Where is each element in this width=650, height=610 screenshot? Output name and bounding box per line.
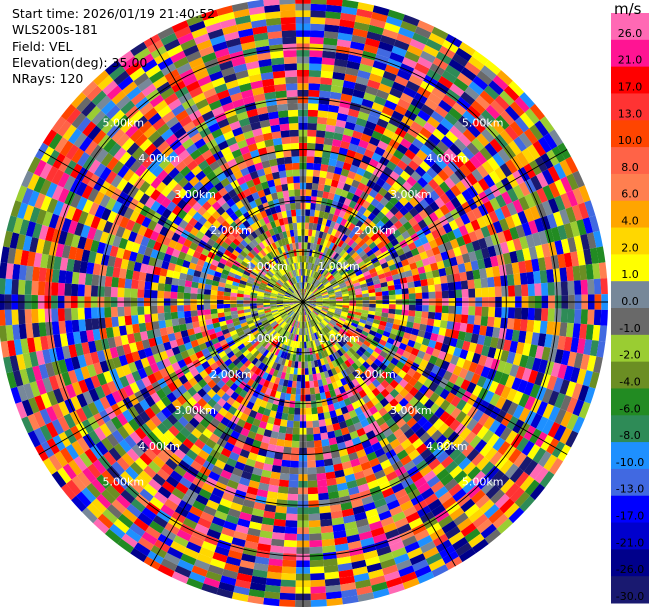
range-ring-label: 4.00km bbox=[426, 440, 468, 453]
range-ring-label: 2.00km bbox=[354, 368, 396, 381]
colorbar-swatch bbox=[611, 522, 649, 550]
range-ring-label: 5.00km bbox=[462, 116, 504, 129]
range-ring-label: 3.00km bbox=[174, 404, 216, 417]
instrument-label: WLS200s-181 bbox=[12, 22, 98, 38]
colorbar-swatch bbox=[611, 200, 649, 229]
colorbar-tick-label: 8.0 bbox=[621, 161, 639, 174]
colorbar-tick-label: -30.0 bbox=[616, 590, 644, 603]
colorbar-tick-label: -1.0 bbox=[619, 322, 640, 335]
colorbar-swatch bbox=[611, 39, 649, 68]
colorbar-tick-label: 21.0 bbox=[618, 54, 643, 67]
range-ring-labels: 1.00km 1.00km 1.00km 1.00km 2.00km 2.00km 2.00… bbox=[102, 116, 503, 488]
colorbar-tick-label: 10.0 bbox=[618, 134, 643, 147]
range-ring-label: 2.00km bbox=[354, 224, 396, 237]
colorbar-tick-label: -6.0 bbox=[619, 402, 640, 415]
colorbar-swatch bbox=[611, 147, 649, 175]
range-ring-label: 2.00km bbox=[210, 224, 252, 237]
colorbar-swatch bbox=[611, 576, 649, 604]
colorbar-swatch bbox=[611, 173, 649, 202]
range-ring-label: 3.00km bbox=[390, 188, 432, 201]
field-label: Field: VEL bbox=[12, 38, 73, 54]
start-time-label: Start time: 2026/01/19 21:40:52 bbox=[12, 6, 216, 21]
azimuth-spoke bbox=[150, 37, 304, 303]
range-ring-label: 1.00km bbox=[246, 260, 288, 273]
range-ring-label: 2.00km bbox=[210, 368, 252, 381]
colorbar-swatch bbox=[611, 254, 649, 282]
colorbar-swatch bbox=[611, 495, 649, 524]
colorbar-swatch bbox=[611, 308, 649, 336]
range-ring-label: 1.00km bbox=[246, 332, 288, 345]
range-ring-label: 4.00km bbox=[138, 152, 180, 165]
colorbar-tick-label: 6.0 bbox=[621, 188, 639, 201]
colorbar-unit-label: m/s bbox=[614, 0, 642, 18]
colorbar-tick-label: 13.0 bbox=[618, 107, 643, 120]
colorbar-tick-label: -4.0 bbox=[619, 375, 640, 388]
azimuth-spoke bbox=[38, 301, 304, 455]
azimuth-spoke bbox=[38, 149, 304, 303]
colorbar-swatch bbox=[611, 227, 649, 255]
nrays-label: NRays: 120 bbox=[12, 71, 84, 87]
colorbar-swatch bbox=[611, 415, 649, 443]
colorbar-tick-label: 17.0 bbox=[618, 80, 643, 93]
colorbar-swatch bbox=[611, 388, 649, 416]
azimuth-spoke bbox=[302, 149, 568, 303]
colorbar-tick-label: 0.0 bbox=[621, 295, 639, 308]
range-ring-label: 3.00km bbox=[390, 404, 432, 417]
range-ring-label: 4.00km bbox=[138, 440, 180, 453]
colorbar-tick-label: -8.0 bbox=[619, 429, 640, 442]
azimuth-spokes bbox=[0, 0, 608, 607]
colorbar-swatch bbox=[611, 13, 649, 41]
colorbar-swatch bbox=[611, 442, 649, 470]
colorbar-tick-label: -21.0 bbox=[616, 536, 644, 549]
elevation-label: Elevation(deg): 35.00 bbox=[12, 54, 148, 70]
colorbar-tick-label: -26.0 bbox=[616, 563, 644, 576]
range-ring-label: 3.00km bbox=[174, 188, 216, 201]
colorbar-swatch bbox=[611, 361, 649, 389]
colorbar-tick-label: 1.0 bbox=[621, 268, 639, 281]
colorbar-swatch bbox=[611, 468, 649, 497]
range-ring-label: 5.00km bbox=[462, 476, 504, 489]
range-ring-label: 5.00km bbox=[102, 116, 144, 129]
colorbar-tick-label: -13.0 bbox=[616, 483, 644, 496]
azimuth-spoke bbox=[302, 301, 568, 455]
azimuth-spoke bbox=[302, 301, 456, 567]
colorbar-swatch bbox=[611, 66, 649, 94]
plot-info-block: Start time: 2026/01/19 21:40:52 WLS200s-… bbox=[12, 6, 215, 87]
range-ring-label: 1.00km bbox=[318, 260, 360, 273]
azimuth-spoke bbox=[302, 37, 456, 303]
colorbar-swatch bbox=[611, 120, 649, 148]
ppi-rays bbox=[0, 0, 609, 608]
colorbar-tick-label: -17.0 bbox=[616, 510, 644, 523]
colorbar-swatch bbox=[611, 549, 649, 577]
colorbar-tick-label: -10.0 bbox=[616, 456, 644, 469]
colorbar-tick-label: 26.0 bbox=[618, 27, 643, 40]
colorbar-swatch bbox=[611, 281, 649, 309]
colorbar-tick-label: 2.0 bbox=[621, 241, 639, 254]
colorbar-tick-label: 4.0 bbox=[621, 215, 639, 228]
range-ring-label: 5.00km bbox=[102, 476, 144, 489]
azimuth-spoke bbox=[150, 301, 304, 567]
colorbar-swatch bbox=[611, 93, 649, 121]
range-ring-label: 4.00km bbox=[426, 152, 468, 165]
colorbar-tick-label: -2.0 bbox=[619, 349, 640, 362]
colorbar-swatch bbox=[611, 334, 649, 363]
range-ring-label: 1.00km bbox=[318, 332, 360, 345]
